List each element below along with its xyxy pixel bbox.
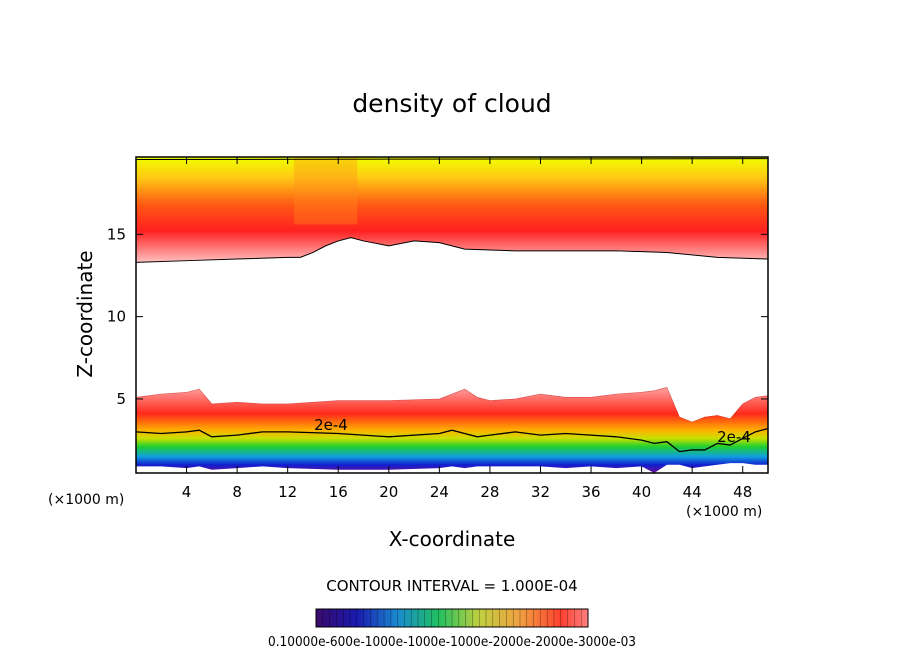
x-tick-label: 20	[379, 483, 398, 501]
x-axis-ticks: 4 8 12 16 20 24 28 32 36 40 44 48	[182, 157, 752, 501]
colorbar-labels: 0.10000e-600e-1000e-1000e-1000e-2000e-20…	[268, 634, 636, 650]
chart-title: density of cloud	[352, 89, 551, 118]
x-axis-unit-right: (×1000 m)	[686, 504, 762, 520]
y-axis-label: Z-coordinate	[73, 250, 97, 377]
y-tick-label: 15	[107, 225, 126, 243]
y-axis-ticks: 5 10 15	[107, 225, 768, 408]
x-tick-label: 44	[683, 483, 702, 501]
x-tick-label: 12	[278, 483, 297, 501]
contour-2e4-line	[135, 427, 769, 453]
contour-label-right: 2e-4	[717, 428, 751, 446]
x-tick-label: 16	[329, 483, 348, 501]
x-tick-label: 4	[182, 483, 192, 501]
x-tick-label: 28	[480, 483, 499, 501]
plot-area	[136, 157, 768, 473]
upper-top-contour	[135, 158, 769, 160]
x-tick-label: 24	[430, 483, 449, 501]
x-tick-label: 48	[733, 483, 752, 501]
colorbar-frame	[315, 608, 589, 628]
y-tick-label: 5	[116, 390, 126, 408]
y-tick-label: 10	[107, 308, 126, 326]
x-tick-label: 8	[232, 483, 242, 501]
x-tick-label: 32	[531, 483, 550, 501]
x-tick-label: 36	[581, 483, 600, 501]
x-axis-unit-left: (×1000 m)	[48, 492, 124, 508]
plot-frame	[135, 156, 769, 474]
colorbar	[315, 608, 589, 628]
contour-interval-text: CONTOUR INTERVAL = 1.000E-04	[326, 577, 577, 595]
contour-label-left: 2e-4	[314, 416, 348, 434]
upper-plume	[294, 157, 358, 225]
colorbar-stripes	[322, 609, 582, 627]
x-tick-label: 40	[632, 483, 651, 501]
x-axis-label: X-coordinate	[389, 527, 516, 551]
lower-top-edge	[135, 387, 769, 423]
plot-overlay: 2e-4 2e-4	[135, 158, 769, 453]
upper-cloud-layer	[136, 157, 768, 263]
upper-base-contour	[135, 237, 769, 263]
